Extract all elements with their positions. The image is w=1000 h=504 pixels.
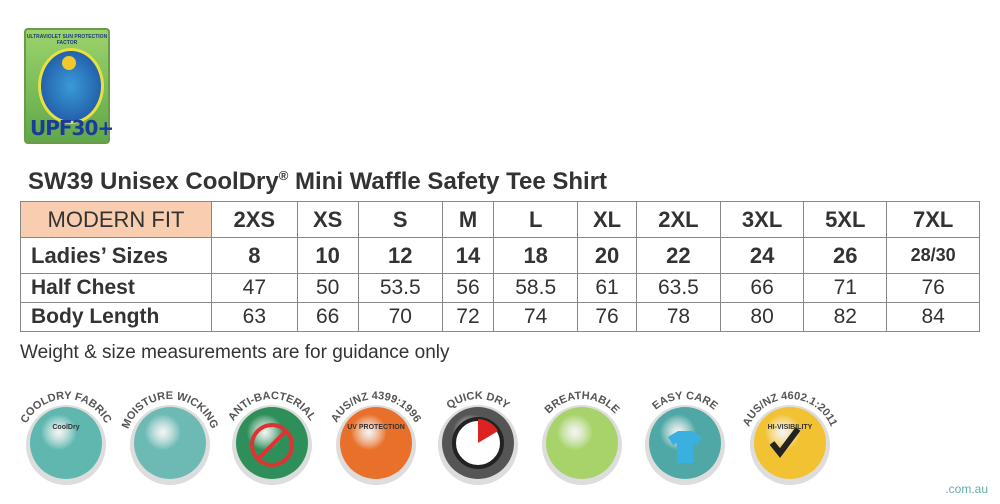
badge-3: AUS/NZ 4399:1996 UV PROTECTION bbox=[329, 390, 423, 485]
table-row: Ladies’ Sizes 8 10 12 14 18 20 22 24 26 28/30 bbox=[20, 237, 980, 274]
table-cell: 76 bbox=[886, 273, 980, 303]
table-cell: 78 bbox=[635, 302, 722, 332]
badge-inner-text: HI-VISIBILITY bbox=[768, 424, 813, 431]
table-cell: 12 bbox=[357, 237, 443, 274]
size-header: XS bbox=[296, 201, 359, 238]
table-header-row: MODERN FIT 2XS XS S M L XL 2XL 3XL 5XL 7XL bbox=[20, 201, 980, 238]
table-cell: 22 bbox=[635, 237, 722, 274]
guidance-note: Weight & size measurements are for guida… bbox=[20, 342, 450, 363]
table-cell: 82 bbox=[803, 302, 888, 332]
badge-0: COOLDRY FABRIC CoolDry bbox=[18, 390, 114, 485]
upf-badge-top-text: ULTRAVIOLET SUN PROTECTION FACTOR bbox=[26, 34, 108, 46]
table-cell: 71 bbox=[803, 273, 888, 303]
table-cell: 72 bbox=[441, 302, 495, 332]
site-domain: .com.au bbox=[945, 482, 988, 496]
fabric-layers-icon bbox=[134, 407, 206, 479]
row-label: Half Chest bbox=[20, 273, 212, 303]
size-header: 2XS bbox=[211, 201, 298, 238]
modern-fit-header: MODERN FIT bbox=[20, 201, 212, 238]
table-cell: 61 bbox=[577, 273, 637, 303]
size-chart-table: MODERN FIT 2XS XS S M L XL 2XL 3XL 5XL 7XL Ladies’ … bbox=[20, 201, 980, 332]
feature-badges: COOLDRY FABRIC CoolDry MOISTURE WICKING … bbox=[18, 390, 839, 485]
table-cell: 8 bbox=[211, 237, 298, 274]
table-cell: 24 bbox=[720, 237, 805, 274]
badge-inner-text: CoolDry bbox=[52, 424, 79, 431]
table-cell: 58.5 bbox=[493, 273, 579, 303]
no-sign-slash bbox=[256, 429, 288, 461]
cooldry-icon bbox=[30, 407, 102, 479]
table-cell: 56 bbox=[441, 273, 495, 303]
badge-2: ANTI-BACTERIAL bbox=[226, 390, 318, 485]
title-rest: Mini Waffle Safety Tee Shirt bbox=[288, 168, 608, 195]
row-label: Body Length bbox=[20, 302, 212, 332]
table-cell: 53.5 bbox=[357, 273, 443, 303]
table-cell: 66 bbox=[720, 273, 805, 303]
table-cell: 26 bbox=[803, 237, 888, 274]
size-header: XL bbox=[577, 201, 637, 238]
table-cell: 47 bbox=[211, 273, 298, 303]
breathable-icon bbox=[546, 407, 618, 479]
size-header: L bbox=[493, 201, 579, 238]
uv-protection-icon bbox=[340, 407, 412, 479]
size-header: M bbox=[441, 201, 495, 238]
table-cell: 66 bbox=[296, 302, 359, 332]
table-row: Half Chest 47 50 53.5 56 58.5 61 63.5 66 71 76 bbox=[20, 273, 980, 303]
upf-badge-label: UPF30+ bbox=[30, 116, 114, 140]
table-cell: 84 bbox=[886, 302, 980, 332]
check-mark-icon bbox=[769, 427, 801, 458]
table-cell: 76 bbox=[577, 302, 637, 332]
table-cell: 70 bbox=[357, 302, 443, 332]
badge-inner-text: UV PROTECTION bbox=[347, 424, 405, 431]
table-cell: 28/30 bbox=[886, 237, 980, 274]
shirt-icon bbox=[668, 431, 702, 463]
badge-5: BREATHABLE bbox=[542, 390, 622, 485]
table-cell: 20 bbox=[577, 237, 637, 274]
size-header: S bbox=[357, 201, 443, 238]
sun-icon bbox=[62, 56, 76, 70]
timer-segment-icon bbox=[478, 419, 498, 443]
size-header: 3XL bbox=[720, 201, 805, 238]
no-sign-icon bbox=[250, 423, 294, 467]
table-cell: 63.5 bbox=[635, 273, 722, 303]
size-header: 5XL bbox=[803, 201, 888, 238]
table-cell: 10 bbox=[296, 237, 359, 274]
row-label: Ladies’ Sizes bbox=[20, 237, 212, 274]
size-header: 7XL bbox=[886, 201, 980, 238]
table-cell: 18 bbox=[493, 237, 579, 274]
size-header: 2XL bbox=[635, 201, 722, 238]
title-main: SW39 Unisex CoolDry bbox=[28, 168, 279, 195]
registered-mark: ® bbox=[278, 168, 289, 183]
table-cell: 74 bbox=[493, 302, 579, 332]
table-cell: 14 bbox=[441, 237, 495, 274]
page-title: SW39 Unisex CoolDry® Mini Waffle Safety … bbox=[28, 168, 607, 196]
table-cell: 80 bbox=[720, 302, 805, 332]
table-row: Body Length 63 66 70 72 74 76 78 80 82 84 bbox=[20, 302, 980, 332]
table-cell: 50 bbox=[296, 273, 359, 303]
table-cell: 63 bbox=[211, 302, 298, 332]
badge-1: MOISTURE WICKING bbox=[120, 390, 220, 485]
upf-30-badge: ULTRAVIOLET SUN PROTECTION FACTOR UPF30+ bbox=[24, 28, 114, 144]
